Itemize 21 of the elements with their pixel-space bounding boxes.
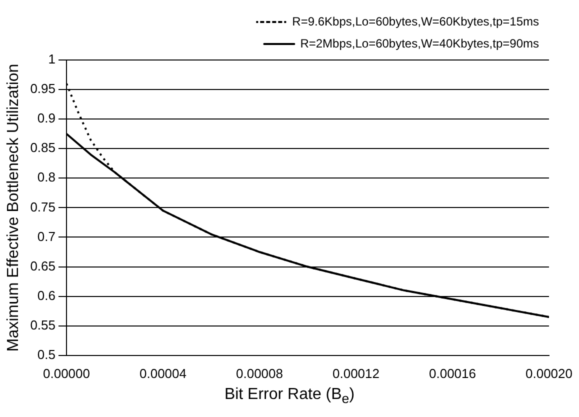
y-tick-label: 0.6 [37, 288, 56, 303]
x-tick-label: 0.00008 [236, 366, 283, 381]
legend-label: R=9.6Kbps,Lo=60bytes,W=60Kbytes,tp=15ms [292, 14, 540, 28]
y-tick-label: 0.8 [37, 170, 56, 185]
y-tick-label: 0.85 [30, 140, 56, 156]
x-tick-label: 0.00004 [140, 366, 186, 381]
y-tick-label: 0.7 [37, 228, 56, 244]
y-tick-label: 0.5 [37, 346, 56, 362]
y-tick-label: 1 [48, 52, 56, 67]
x-tick-label: 0.00016 [429, 366, 476, 381]
x-tick-label: 0.00020 [526, 366, 572, 381]
y-tick-label: 0.9 [37, 110, 56, 126]
legend-label: R=2Mbps,Lo=60bytes,W=40Kbytes,tp=90ms [300, 36, 540, 50]
y-tick-label: 0.75 [30, 199, 56, 214]
y-axis-title: Maximum Effective Bottleneck Utilization [5, 64, 22, 352]
x-tick-label: 0.00012 [332, 366, 380, 381]
y-tick-label: 0.95 [30, 81, 56, 96]
y-tick-label: 0.65 [30, 258, 56, 274]
y-tick-label: 0.55 [30, 317, 56, 332]
x-axis-title: Bit Error Rate (B$_{e}$) [223, 386, 356, 406]
x-tick-label: 0.00000 [43, 366, 90, 381]
